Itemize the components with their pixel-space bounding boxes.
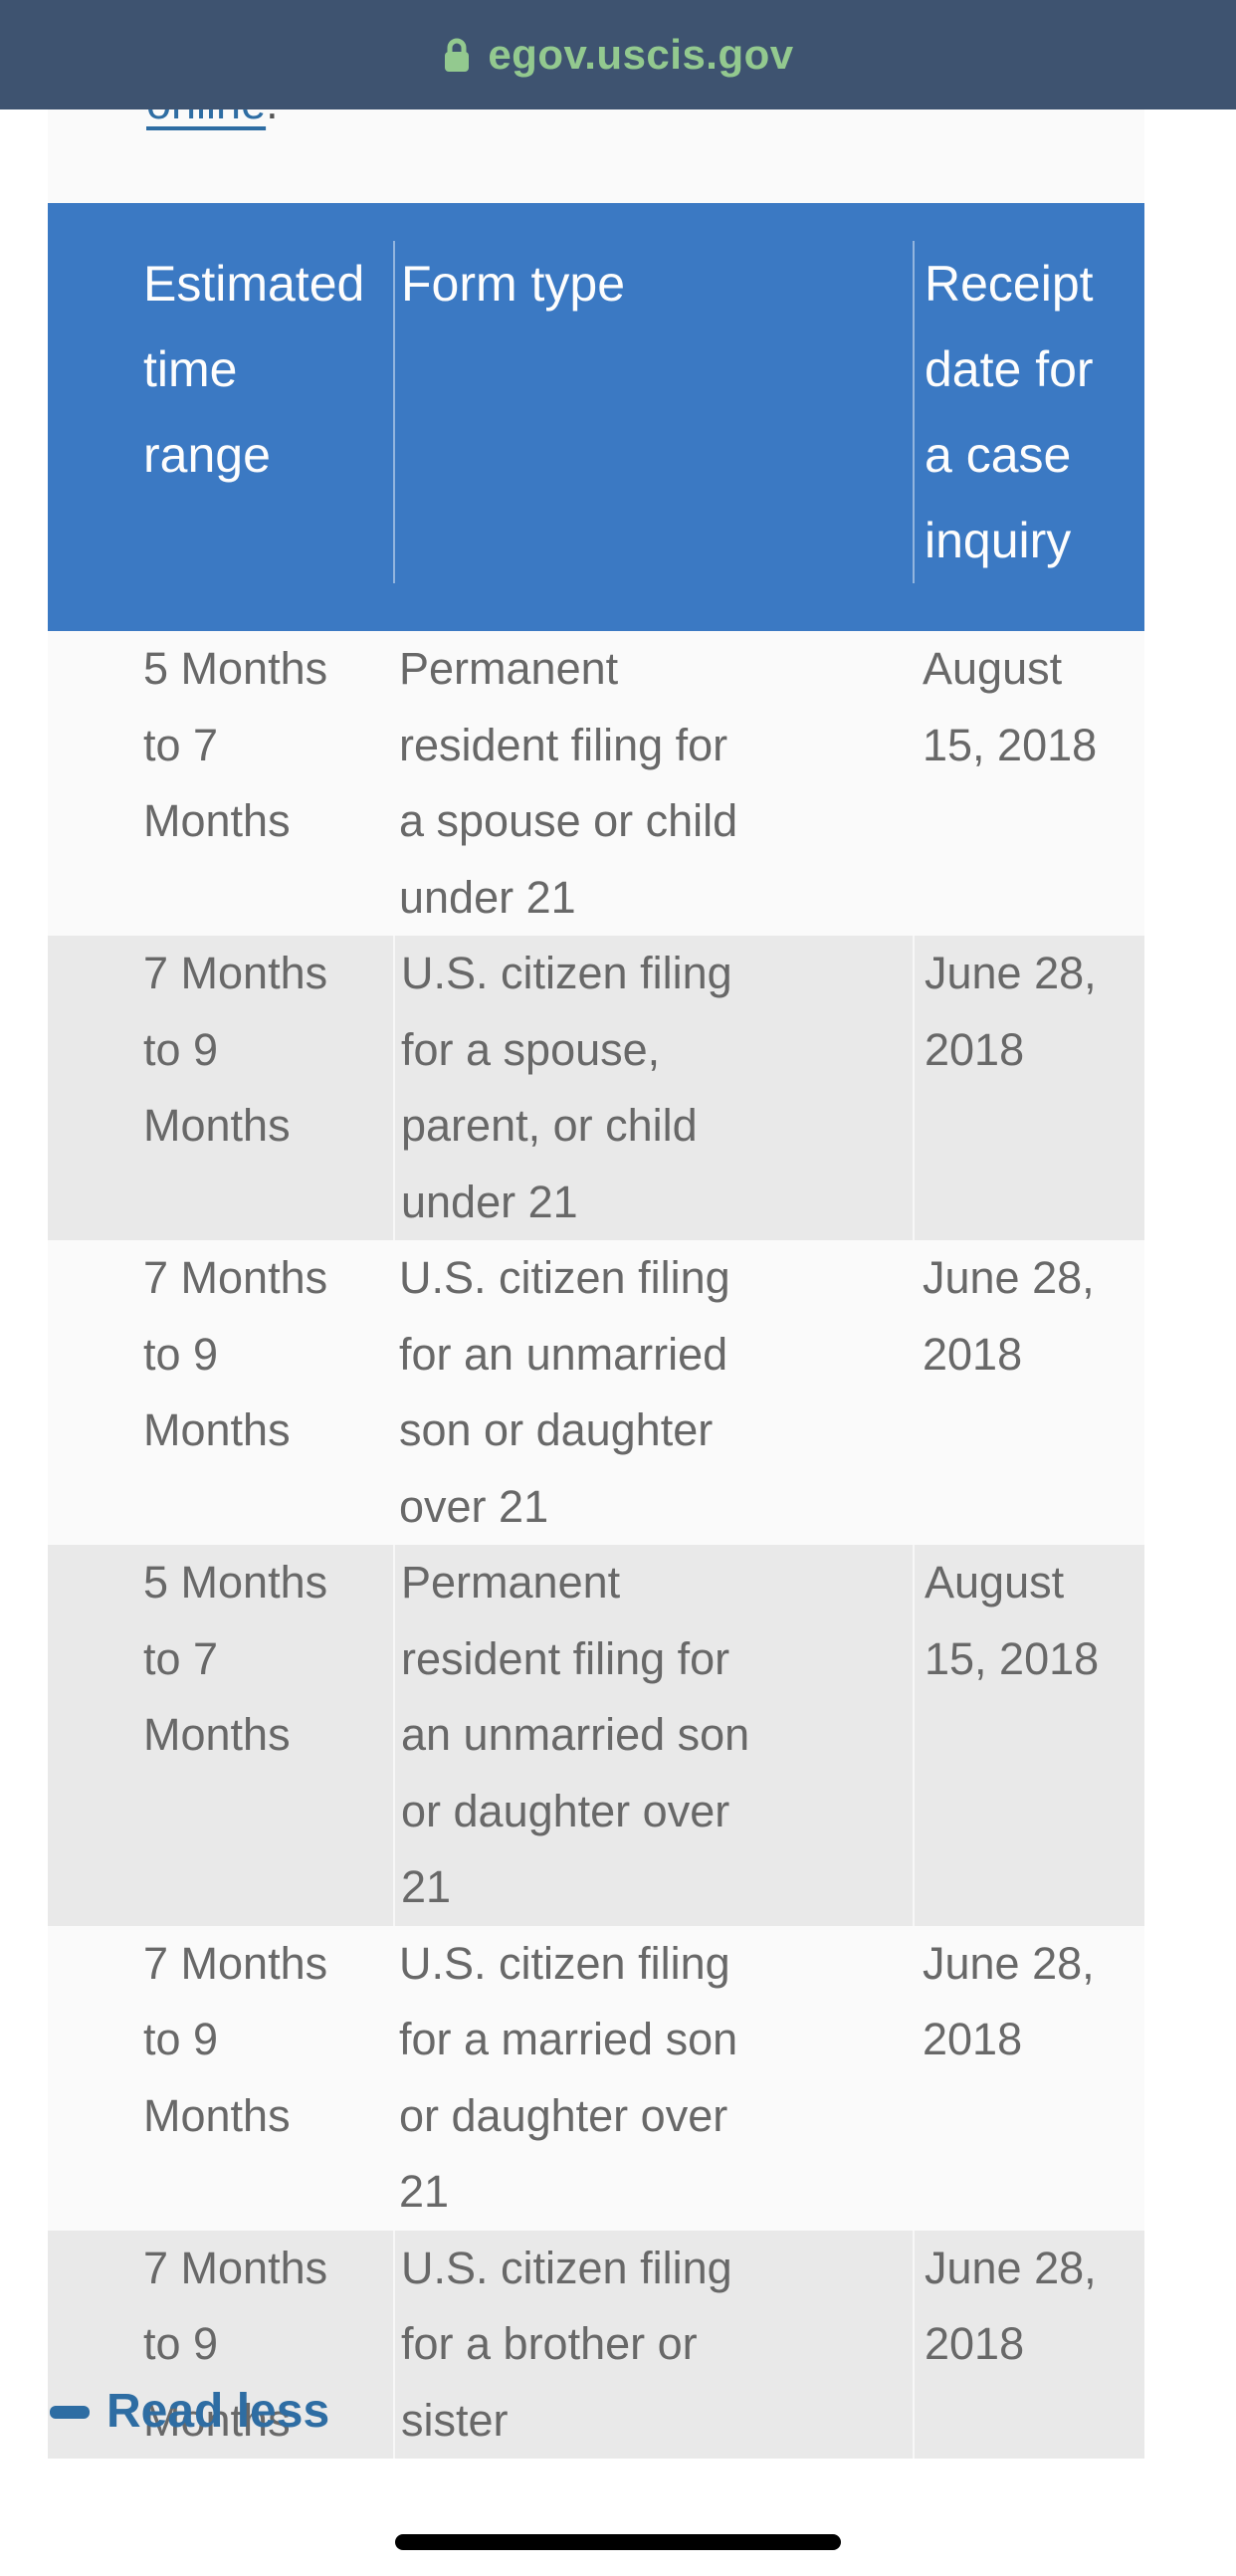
cell-time-range: 7 Months to 9 Months (143, 1937, 328, 2141)
cell-receipt-date: June 28, 2018 (913, 2230, 1144, 2459)
cell-form-type: Permanent resident filing for an unmarri… (393, 1545, 913, 1926)
cell-time-range: 7 Months to 9 Months (143, 948, 328, 1151)
header-estimated-time-range: Estimated time range (143, 256, 365, 483)
read-less-label: Read less (106, 2385, 330, 2438)
lock-icon (442, 35, 472, 75)
header-form-type: Form type (393, 241, 913, 583)
cell-receipt-date: June 28, 2018 (923, 1937, 1095, 2065)
cell-form-type: U.S. citizen filing for a married son or… (399, 1937, 738, 2218)
cell-form-type: Permanent resident filing for a spouse o… (399, 643, 738, 923)
table-row: 7 Months to 9 Months U.S. citizen filing… (48, 936, 1144, 1240)
table-row: 7 Months to 9 Months U.S. citizen filing… (48, 2230, 1144, 2459)
cell-time-range: 5 Months to 7 Months (143, 1557, 328, 1760)
page-content: online. Estimated time range Form type R… (48, 78, 1144, 2459)
cell-time-range: 7 Months to 9 Months (143, 2242, 328, 2446)
cell-time-range: 5 Months to 7 Months (143, 643, 328, 846)
header-receipt-date: Receipt date for a case inquiry (913, 241, 1144, 583)
cell-form-type: U.S. citizen filing for a brother or sis… (393, 2230, 913, 2459)
table-row: 5 Months to 7 Months Permanent resident … (48, 1545, 1144, 1926)
table-row: 5 Months to 7 Months Permanent resident … (48, 631, 1144, 936)
cell-form-type: U.S. citizen filing for a spouse, parent… (393, 936, 913, 1240)
home-indicator-bar[interactable] (395, 2534, 841, 2550)
cell-receipt-date: June 28, 2018 (923, 1252, 1095, 1380)
cell-receipt-date: June 28, 2018 (913, 936, 1144, 1240)
cell-time-range: 7 Months to 9 Months (143, 1252, 328, 1455)
table-header-row: Estimated time range Form type Receipt d… (48, 203, 1144, 631)
read-less-link[interactable]: Read less (48, 2373, 1144, 2451)
cell-receipt-date: August 15, 2018 (923, 643, 1098, 770)
cell-form-type: U.S. citizen filing for an unmarried son… (399, 1252, 730, 1532)
address-bar-domain[interactable]: egov.uscis.gov (488, 31, 794, 78)
cell-receipt-date: August 15, 2018 (913, 1545, 1144, 1926)
table-row: 7 Months to 9 Months U.S. citizen filing… (48, 1240, 1144, 1545)
browser-navbar: egov.uscis.gov (0, 0, 1236, 109)
table-row: 7 Months to 9 Months U.S. citizen filing… (48, 1925, 1144, 2231)
minus-icon (50, 2405, 90, 2419)
processing-times-table: Estimated time range Form type Receipt d… (48, 203, 1144, 2459)
